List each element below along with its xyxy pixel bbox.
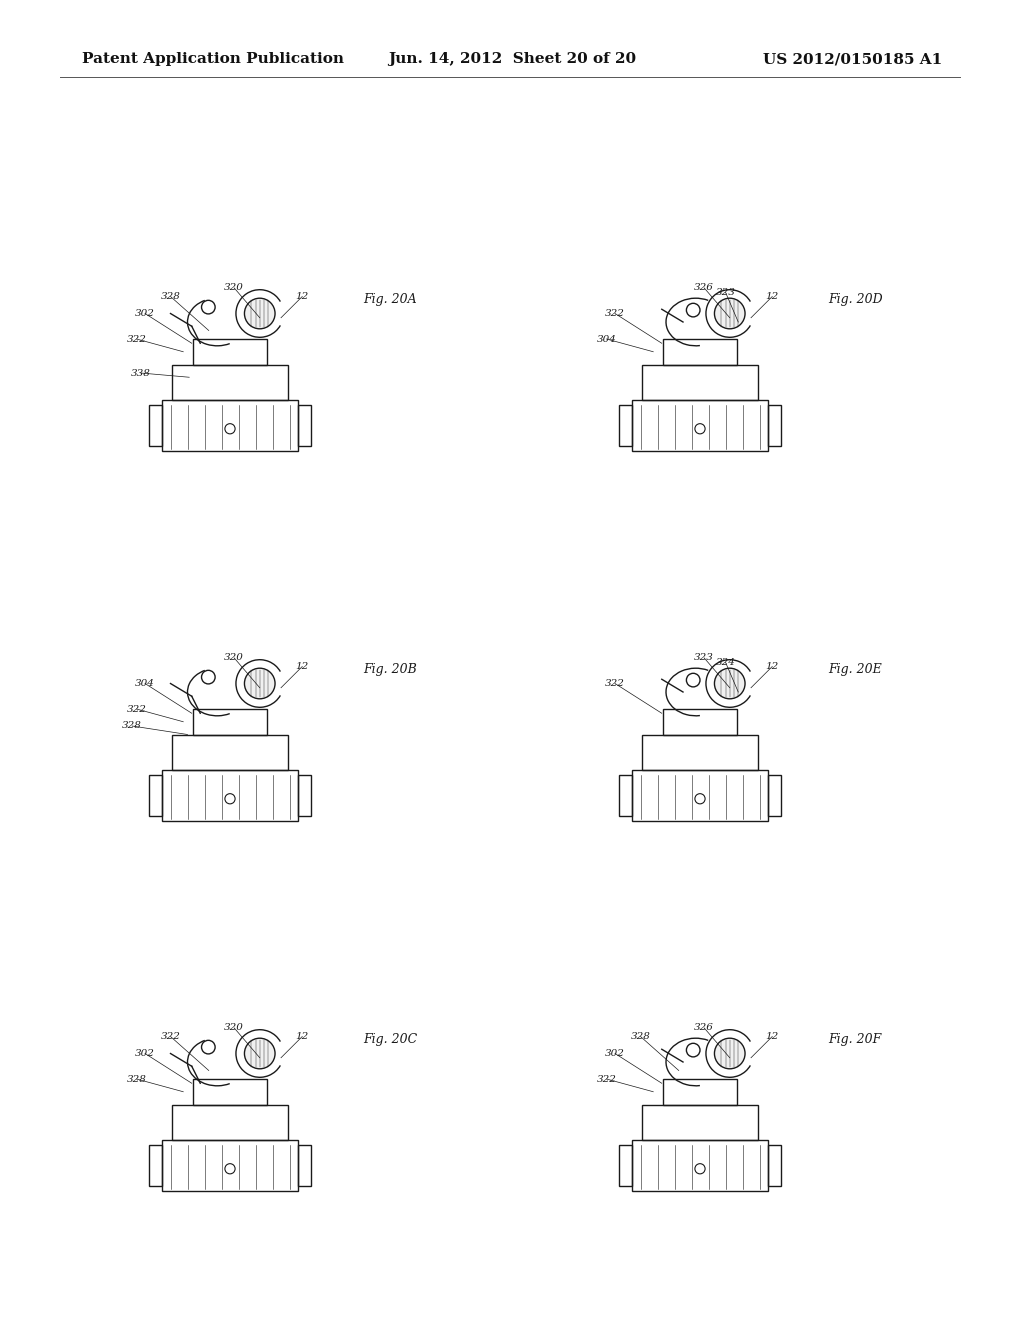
Text: 326: 326 xyxy=(694,284,714,293)
Text: Fig. 20B: Fig. 20B xyxy=(364,664,417,676)
Circle shape xyxy=(715,298,745,329)
Circle shape xyxy=(245,668,275,698)
Text: 12: 12 xyxy=(766,1032,779,1041)
Text: 12: 12 xyxy=(296,292,309,301)
Text: Fig. 20C: Fig. 20C xyxy=(362,1034,417,1047)
Text: 302: 302 xyxy=(605,1049,625,1059)
Text: Fig. 20F: Fig. 20F xyxy=(828,1034,882,1047)
Text: 322: 322 xyxy=(127,334,146,343)
Text: 322: 322 xyxy=(605,678,625,688)
Text: 304: 304 xyxy=(135,678,155,688)
Text: Fig. 20D: Fig. 20D xyxy=(827,293,883,306)
Text: 12: 12 xyxy=(296,1032,309,1041)
Text: 338: 338 xyxy=(131,368,151,378)
Text: 320: 320 xyxy=(224,284,244,293)
Text: Fig. 20E: Fig. 20E xyxy=(828,664,882,676)
Text: 12: 12 xyxy=(296,663,309,671)
Text: 320: 320 xyxy=(224,1023,244,1032)
Text: 328: 328 xyxy=(122,722,142,730)
Text: 322: 322 xyxy=(127,705,146,714)
Text: 12: 12 xyxy=(766,663,779,671)
Text: 304: 304 xyxy=(597,334,616,343)
Text: 322: 322 xyxy=(597,1074,616,1084)
Text: Patent Application Publication: Patent Application Publication xyxy=(82,53,344,66)
Text: 320: 320 xyxy=(224,653,244,663)
Text: 328: 328 xyxy=(127,1074,146,1084)
Text: 302: 302 xyxy=(135,1049,155,1059)
Text: 328: 328 xyxy=(161,292,180,301)
Text: Fig. 20A: Fig. 20A xyxy=(364,293,417,306)
Text: 328: 328 xyxy=(631,1032,650,1041)
Text: 12: 12 xyxy=(766,292,779,301)
Text: 322: 322 xyxy=(161,1032,180,1041)
Circle shape xyxy=(245,1039,275,1069)
Circle shape xyxy=(715,1039,745,1069)
Text: 326: 326 xyxy=(694,1023,714,1032)
Text: 323: 323 xyxy=(694,653,714,663)
Text: 324: 324 xyxy=(716,657,735,667)
Text: 323: 323 xyxy=(716,288,735,297)
Text: Jun. 14, 2012  Sheet 20 of 20: Jun. 14, 2012 Sheet 20 of 20 xyxy=(388,53,636,66)
Text: US 2012/0150185 A1: US 2012/0150185 A1 xyxy=(763,53,942,66)
Circle shape xyxy=(715,668,745,698)
Text: 322: 322 xyxy=(605,309,625,318)
Text: 302: 302 xyxy=(135,309,155,318)
Circle shape xyxy=(245,298,275,329)
